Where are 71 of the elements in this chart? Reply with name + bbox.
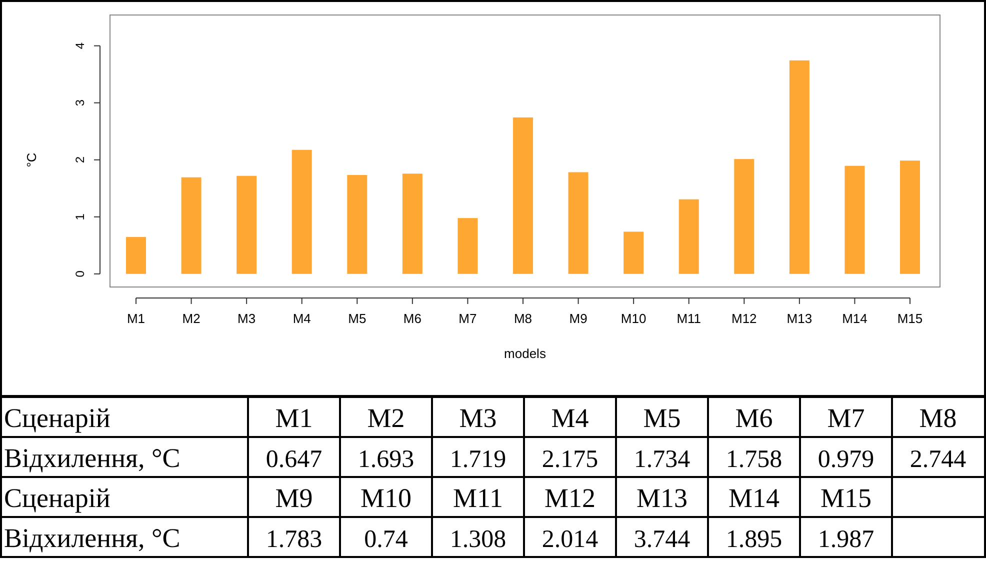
y-tick-label: 2 bbox=[73, 156, 87, 164]
bar bbox=[236, 176, 257, 274]
text: M2 bbox=[367, 403, 405, 433]
text: M15 bbox=[820, 483, 872, 513]
text: 1.987 bbox=[818, 526, 874, 553]
text: M12 bbox=[544, 483, 596, 513]
bar bbox=[678, 199, 699, 274]
text: M1 bbox=[275, 403, 313, 433]
bar bbox=[181, 177, 202, 274]
text: M5 bbox=[643, 403, 681, 433]
text: 0.74 bbox=[364, 526, 408, 553]
x-tick-label: M11 bbox=[676, 311, 702, 326]
y-tick-label: 3 bbox=[73, 99, 87, 106]
text: 1.719 bbox=[450, 446, 506, 473]
x-tick-label: M13 bbox=[786, 311, 812, 326]
x-tick-label: M1 bbox=[126, 311, 146, 326]
text: 3.744 bbox=[634, 526, 691, 553]
bar bbox=[347, 175, 368, 274]
x-tick-label: M3 bbox=[238, 311, 256, 326]
x-tick-label: M4 bbox=[292, 311, 311, 326]
text: Відхилення, °C bbox=[4, 443, 180, 473]
text: 1.758 bbox=[726, 446, 782, 473]
y-axis-title: °C bbox=[24, 152, 39, 168]
text: M14 bbox=[728, 483, 780, 513]
text: 0.979 bbox=[818, 446, 874, 473]
x-tick-label: M7 bbox=[458, 311, 477, 326]
x-tick-label: M14 bbox=[842, 311, 868, 326]
bar bbox=[513, 117, 533, 274]
text: M13 bbox=[636, 483, 688, 513]
x-tick-label: M12 bbox=[731, 311, 757, 326]
text: M11 bbox=[452, 483, 504, 513]
text: 1.308 bbox=[450, 526, 506, 553]
bar bbox=[126, 236, 146, 274]
text: M6 bbox=[735, 403, 773, 433]
text: M4 bbox=[551, 403, 590, 433]
text: 1.783 bbox=[266, 526, 322, 553]
bar bbox=[900, 160, 920, 274]
text: Сценарій bbox=[4, 483, 110, 513]
bar bbox=[292, 150, 312, 274]
bar bbox=[734, 159, 754, 274]
y-tick-label: 1 bbox=[73, 213, 87, 220]
x-tick-label: M10 bbox=[620, 311, 646, 326]
text: M10 bbox=[360, 483, 412, 513]
text: 0.647 bbox=[266, 446, 322, 473]
x-tick-label: M5 bbox=[348, 311, 366, 326]
text: M3 bbox=[459, 403, 497, 433]
text: 2.744 bbox=[910, 446, 967, 473]
y-tick-label: 4 bbox=[73, 42, 87, 50]
text: Відхилення, °C bbox=[4, 523, 180, 553]
bar bbox=[458, 218, 478, 274]
text: M9 bbox=[275, 483, 313, 513]
text: 2.014 bbox=[542, 526, 599, 553]
text: 1.734 bbox=[634, 446, 691, 473]
x-tick-label: M15 bbox=[897, 311, 923, 326]
bar bbox=[789, 60, 810, 274]
text: M7 bbox=[827, 403, 865, 433]
bar bbox=[402, 174, 422, 274]
x-tick-label: M6 bbox=[403, 311, 422, 326]
text: Сценарій bbox=[4, 403, 110, 433]
text: M8 bbox=[919, 403, 957, 433]
text: 2.175 bbox=[542, 446, 598, 473]
text: 1.693 bbox=[358, 446, 414, 473]
bar bbox=[624, 232, 644, 274]
text: 1.895 bbox=[726, 526, 782, 553]
x-tick-label: M2 bbox=[182, 311, 200, 326]
x-tick-label: M8 bbox=[514, 311, 532, 326]
bar bbox=[568, 172, 588, 274]
x-tick-label: M9 bbox=[569, 311, 588, 326]
bar bbox=[844, 166, 865, 274]
x-axis-title: models bbox=[504, 346, 546, 361]
y-tick-label: 0 bbox=[73, 270, 87, 278]
